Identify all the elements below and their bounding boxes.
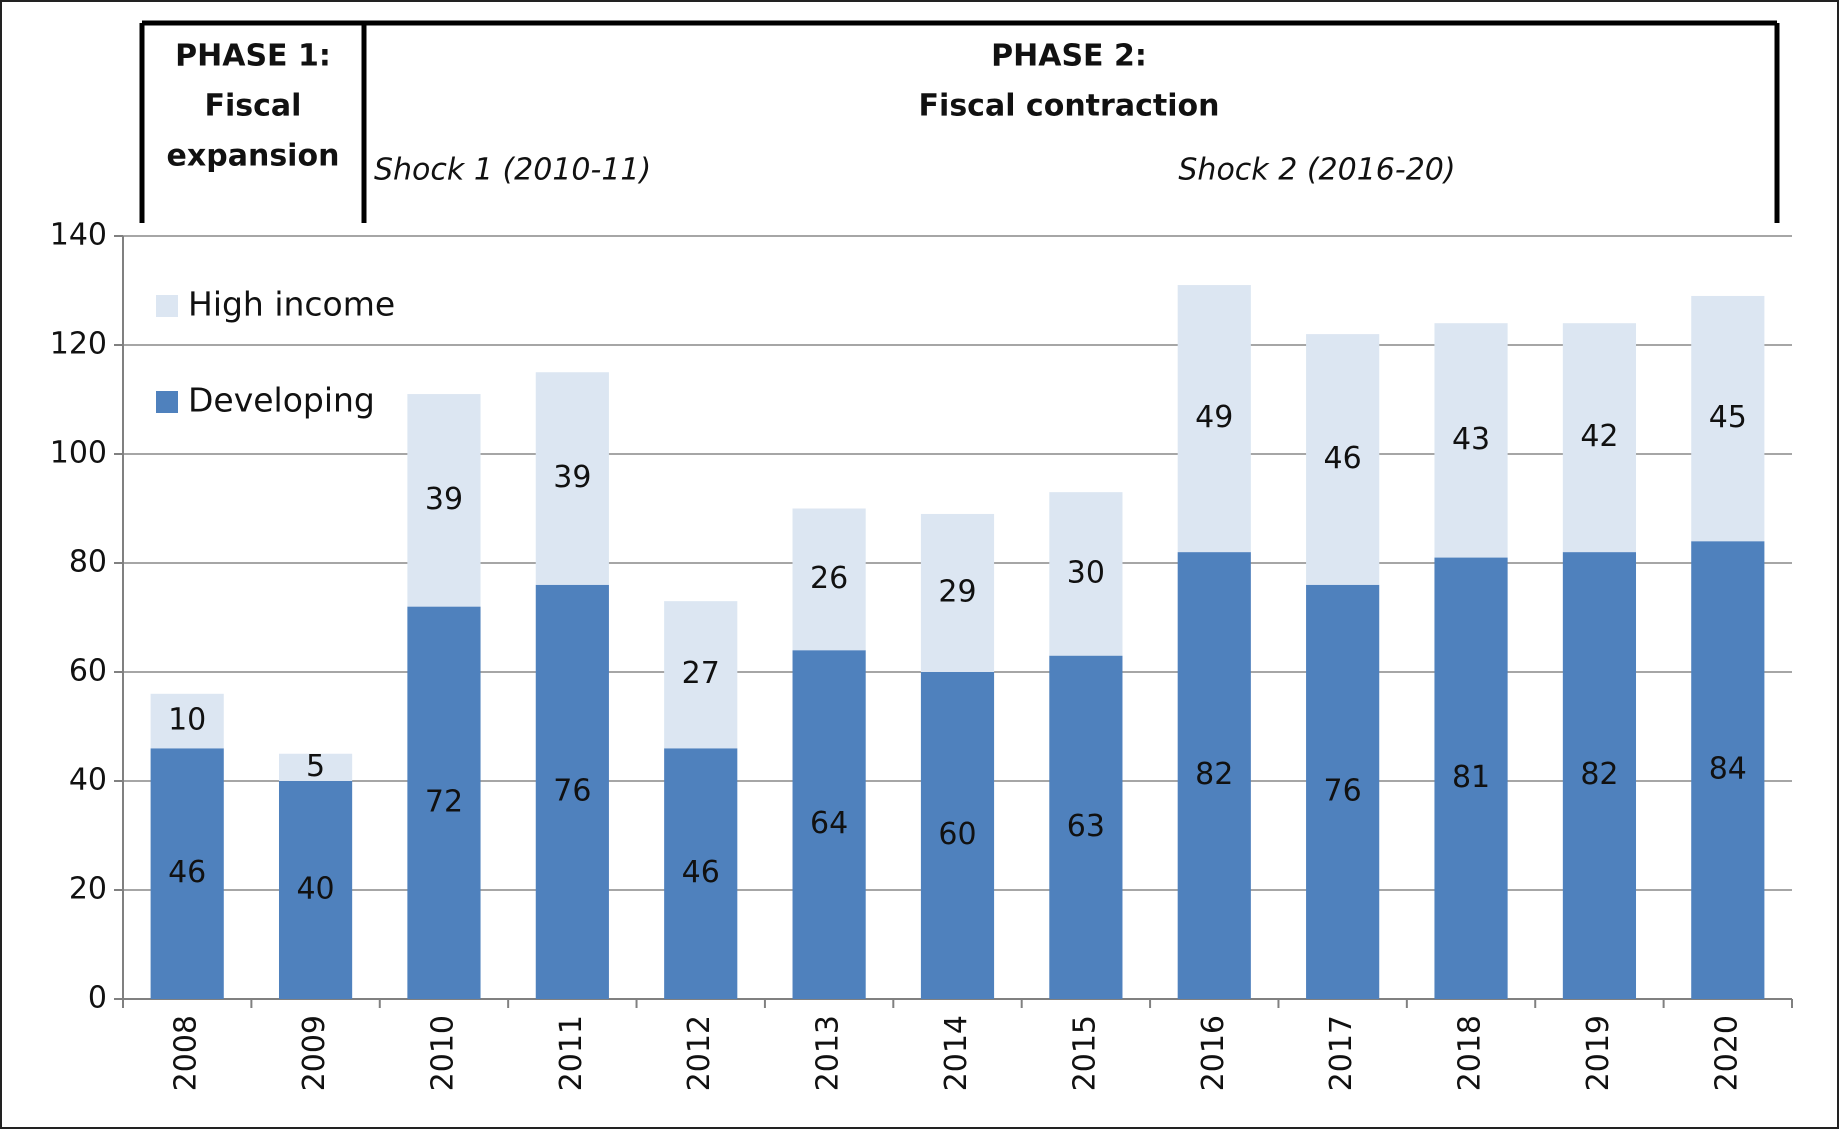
value-label: 76 — [1324, 773, 1362, 808]
value-label: 63 — [1067, 809, 1105, 844]
value-label: 39 — [553, 460, 591, 495]
x-tick-label: 2013 — [811, 1015, 846, 1091]
bar-segment — [920, 672, 995, 999]
value-label: 39 — [425, 482, 463, 517]
x-tick-label: 2014 — [939, 1015, 974, 1091]
value-label: 46 — [682, 855, 720, 890]
bar-segment — [535, 584, 609, 999]
bar-segment — [1049, 655, 1123, 999]
phase-label: PHASE 2: — [991, 39, 1147, 74]
legend-swatch — [156, 391, 178, 413]
bar-segment — [1306, 334, 1380, 585]
x-tick-label: 2015 — [1067, 1015, 1102, 1091]
bar-segment — [664, 748, 738, 999]
value-label: 72 — [425, 784, 463, 819]
bar-segment — [792, 650, 866, 999]
bar-segment — [1177, 285, 1251, 553]
value-label: 46 — [1324, 441, 1362, 476]
value-label: 60 — [938, 817, 976, 852]
value-label: 5 — [306, 749, 325, 784]
bar-segment — [1049, 492, 1123, 656]
y-tick-label: 80 — [69, 545, 107, 580]
value-label: 64 — [810, 806, 848, 841]
phase-label: expansion — [167, 139, 340, 174]
value-label: 46 — [168, 855, 206, 890]
value-label: 40 — [296, 872, 334, 907]
legend-label: High income — [188, 285, 395, 324]
x-tick-label: 2019 — [1581, 1015, 1616, 1091]
y-tick-label: 60 — [69, 654, 107, 689]
x-tick-label: 2009 — [297, 1015, 332, 1091]
value-label: 82 — [1195, 757, 1233, 792]
value-label: 45 — [1709, 400, 1747, 435]
x-tick-label: 2020 — [1709, 1015, 1744, 1091]
bar-segment — [407, 606, 481, 999]
bar-segment — [1434, 323, 1508, 558]
bar-segment — [150, 693, 224, 749]
bar-segment — [1691, 295, 1765, 542]
y-tick-label: 20 — [69, 872, 107, 907]
value-label: 26 — [810, 561, 848, 596]
legend-swatch — [156, 295, 178, 317]
legend-label: Developing — [188, 381, 375, 420]
y-tick-label: 100 — [50, 436, 107, 471]
bar-segment — [1177, 552, 1251, 999]
x-tick-label: 2017 — [1324, 1015, 1359, 1091]
bar-segment — [407, 394, 481, 607]
value-label: 27 — [682, 656, 720, 691]
bar-segment — [278, 753, 353, 781]
y-tick-label: 0 — [88, 981, 107, 1016]
bar-segment — [1306, 584, 1380, 999]
x-tick-label: 2018 — [1453, 1015, 1488, 1091]
bar-segment — [920, 513, 995, 672]
value-label: 43 — [1452, 422, 1490, 457]
shock-label: Shock 1 (2010-11) — [374, 153, 651, 188]
bar-segment — [150, 748, 224, 999]
value-label: 76 — [553, 773, 591, 808]
bar-segment — [1434, 557, 1508, 999]
bar-segment — [792, 508, 866, 651]
x-tick-label: 2012 — [682, 1015, 717, 1091]
shock-label: Shock 2 (2016-20) — [1178, 153, 1455, 188]
y-tick-label: 120 — [50, 327, 107, 362]
value-label: 49 — [1195, 400, 1233, 435]
phase-brackets — [139, 20, 1780, 223]
value-label: 84 — [1709, 752, 1747, 787]
phase-label: Fiscal contraction — [919, 89, 1220, 124]
bar-segment — [278, 781, 353, 999]
value-label: 82 — [1580, 757, 1618, 792]
bar-segment — [1562, 323, 1637, 553]
value-label: 29 — [938, 574, 976, 609]
x-tick-label: 2008 — [169, 1015, 204, 1091]
phase-label: Fiscal — [205, 89, 302, 124]
value-label: 10 — [168, 703, 206, 738]
value-label: 81 — [1452, 760, 1490, 795]
y-tick-label: 40 — [69, 763, 107, 798]
bar-segment — [1691, 541, 1765, 999]
value-label: 42 — [1580, 419, 1618, 454]
x-tick-label: 2016 — [1196, 1015, 1231, 1091]
bar-segment — [1562, 552, 1637, 999]
x-tick-label: 2011 — [554, 1015, 589, 1091]
y-tick-label: 140 — [50, 218, 107, 253]
bar-segment — [664, 601, 738, 749]
bar-segment — [535, 372, 609, 585]
x-tick-label: 2010 — [425, 1015, 460, 1091]
phase-label: PHASE 1: — [175, 39, 331, 74]
value-label: 30 — [1067, 555, 1105, 590]
